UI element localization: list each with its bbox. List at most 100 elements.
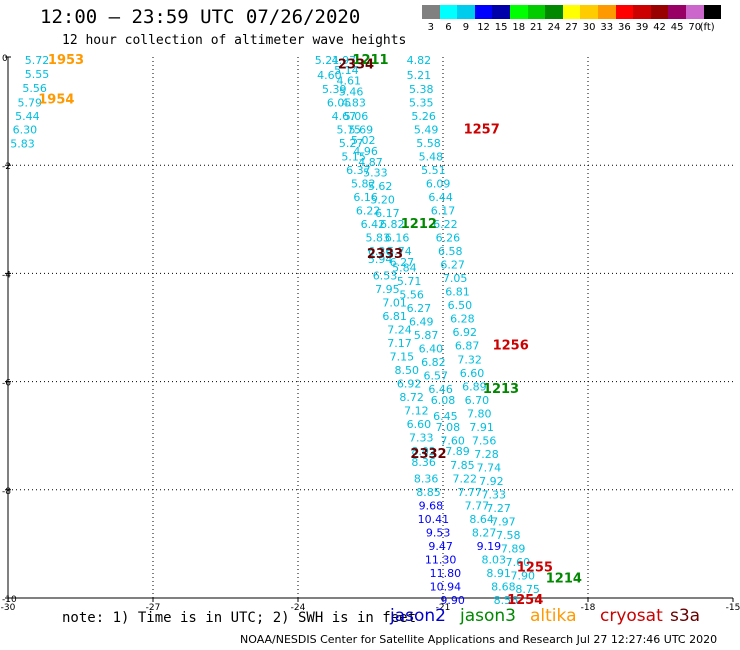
swh-value-label: 8.36 xyxy=(414,472,439,485)
swh-value-label: 6.17 xyxy=(375,207,400,220)
swh-value-label: 5.27 xyxy=(339,137,364,150)
swh-value-label: 4.96 xyxy=(353,145,378,158)
swh-value-label: 7.89 xyxy=(445,445,470,458)
swh-value-label: 4.61 xyxy=(337,75,362,88)
swh-value-label: 5.44 xyxy=(15,110,40,123)
swh-value-label: 6.81 xyxy=(382,310,407,323)
swh-value-label: 5.83 xyxy=(366,232,391,245)
swh-value-label: 8.72 xyxy=(399,391,424,404)
swh-value-label: 5.71 xyxy=(397,275,422,288)
swh-value-label: 5.49 xyxy=(414,123,439,136)
swh-value-label: 7.27 xyxy=(486,502,511,515)
swh-value-label: 5.46 xyxy=(339,85,364,98)
swh-value-label: 5.56 xyxy=(399,288,424,301)
swh-value-label: 6.05 xyxy=(327,96,352,109)
swh-value-label: 6.89 xyxy=(462,380,487,393)
colorbar-swatch xyxy=(510,5,528,19)
swh-value-label: 6.53 xyxy=(373,269,398,282)
swh-value-label: 6.50 xyxy=(448,299,473,312)
swh-value-label: 5.58 xyxy=(416,137,441,150)
y-tick-label: -8 xyxy=(2,487,11,497)
swh-value-label: 7.77 xyxy=(465,499,490,512)
swh-value-label: 6.44 xyxy=(428,191,453,204)
time-label-s3a: 2334 xyxy=(338,57,374,72)
chart-subtitle: 12 hour collection of altimeter wave hei… xyxy=(62,33,407,48)
swh-value-label: 5.38 xyxy=(409,83,434,96)
colorbar-swatch xyxy=(545,5,563,19)
swh-value-label: 6.22 xyxy=(433,218,458,231)
time-label-s3a: 2332 xyxy=(410,447,446,462)
swh-value-label: 8.03 xyxy=(482,553,507,566)
legend-entry-jason3: jason3 xyxy=(460,606,516,626)
swh-value-label: 7.89 xyxy=(501,543,526,556)
x-tick-label: -21 xyxy=(436,603,451,613)
swh-value-label: 7.05 xyxy=(443,272,468,285)
swh-value-label: 5.69 xyxy=(349,123,374,136)
swh-value-label: 7.80 xyxy=(467,407,492,420)
time-label-cryosat: 1254 xyxy=(507,593,543,608)
swh-value-label: 4.82 xyxy=(407,54,432,67)
swh-value-label: 9.47 xyxy=(428,540,453,553)
colorbar-label: 15 xyxy=(494,22,508,33)
colorbar-label: 3 xyxy=(427,22,434,33)
legend-entry-s3a: s3a xyxy=(670,606,701,626)
colorbar-swatch xyxy=(474,5,493,19)
colorbar-label: 27 xyxy=(565,22,578,33)
colorbar-swatch xyxy=(527,5,546,19)
swh-value-label: 8.02 xyxy=(411,445,436,458)
swh-value-label: 5.21 xyxy=(315,54,340,67)
swh-value-label: 11.30 xyxy=(425,553,457,566)
colorbar-swatch xyxy=(457,5,475,19)
x-tick-label: -24 xyxy=(291,603,306,613)
y-tick-label: -10 xyxy=(2,595,17,605)
chart-title: 12:00 – 23:59 UTC 07/26/2020 xyxy=(40,6,361,28)
swh-value-label: 5.82 xyxy=(351,177,376,190)
swh-value-label: 6.57 xyxy=(424,369,449,382)
x-tick-label: -30 xyxy=(1,603,16,613)
swh-value-label: 8.27 xyxy=(472,526,497,539)
swh-value-label: 6.17 xyxy=(431,204,456,217)
swh-value-label: 4.67 xyxy=(332,110,357,123)
swh-value-label: 6.40 xyxy=(419,342,444,355)
swh-value-label: 7.56 xyxy=(472,434,497,447)
swh-value-label: 5.87 xyxy=(414,329,439,342)
colorbar-swatch xyxy=(422,5,440,19)
swh-value-label: 6.42 xyxy=(361,218,386,231)
swh-value-label: 6.16 xyxy=(353,191,378,204)
swh-value-label: 5.83 xyxy=(10,137,35,150)
swh-value-label: 7.77 xyxy=(457,486,482,499)
y-tick-label: 0 xyxy=(2,54,8,64)
swh-value-label: 7.74 xyxy=(477,461,502,474)
time-label-cryosat: 1255 xyxy=(517,561,553,576)
colorbar-label: 30 xyxy=(582,22,596,33)
colorbar-label: 45 xyxy=(670,22,684,33)
colorbar-label: 12 xyxy=(477,22,490,33)
colorbar-label: 33 xyxy=(600,22,614,33)
colorbar-label: 24 xyxy=(547,22,561,33)
swh-value-label: 8.64 xyxy=(469,513,494,526)
y-tick-label: -2 xyxy=(2,162,11,172)
x-tick-label: -27 xyxy=(146,603,161,613)
swh-value-label: 6.82 xyxy=(380,218,405,231)
swh-value-label: 9.53 xyxy=(426,526,451,539)
footer-credit: NOAA/NESDIS Center for Satellite Applica… xyxy=(240,633,718,646)
swh-value-label: 7.01 xyxy=(382,296,407,309)
swh-value-label: 9.19 xyxy=(477,540,502,553)
swh-value-label: 8.85 xyxy=(416,486,441,499)
swh-value-label: 7.97 xyxy=(491,516,516,529)
swh-value-label: 8.50 xyxy=(395,364,420,377)
swh-value-label: 6.22 xyxy=(356,204,381,217)
swh-value-label: 6.49 xyxy=(409,315,434,328)
swh-value-label: 4.87 xyxy=(358,156,383,169)
swh-value-label: 5.74 xyxy=(387,245,412,258)
time-label-jason3: 1211 xyxy=(352,53,388,68)
colorbar-swatch xyxy=(650,5,669,19)
swh-value-label: 7.60 xyxy=(506,556,531,569)
legend-entry-altika: altika xyxy=(530,606,577,626)
swh-value-label: 11.80 xyxy=(430,567,462,580)
x-tick-label: -15 xyxy=(726,603,740,613)
swh-value-label: 10.41 xyxy=(418,513,450,526)
swh-value-label: 5.39 xyxy=(322,83,347,96)
time-label-jason3: 1212 xyxy=(401,217,437,232)
swh-value-label: 7.60 xyxy=(440,434,465,447)
